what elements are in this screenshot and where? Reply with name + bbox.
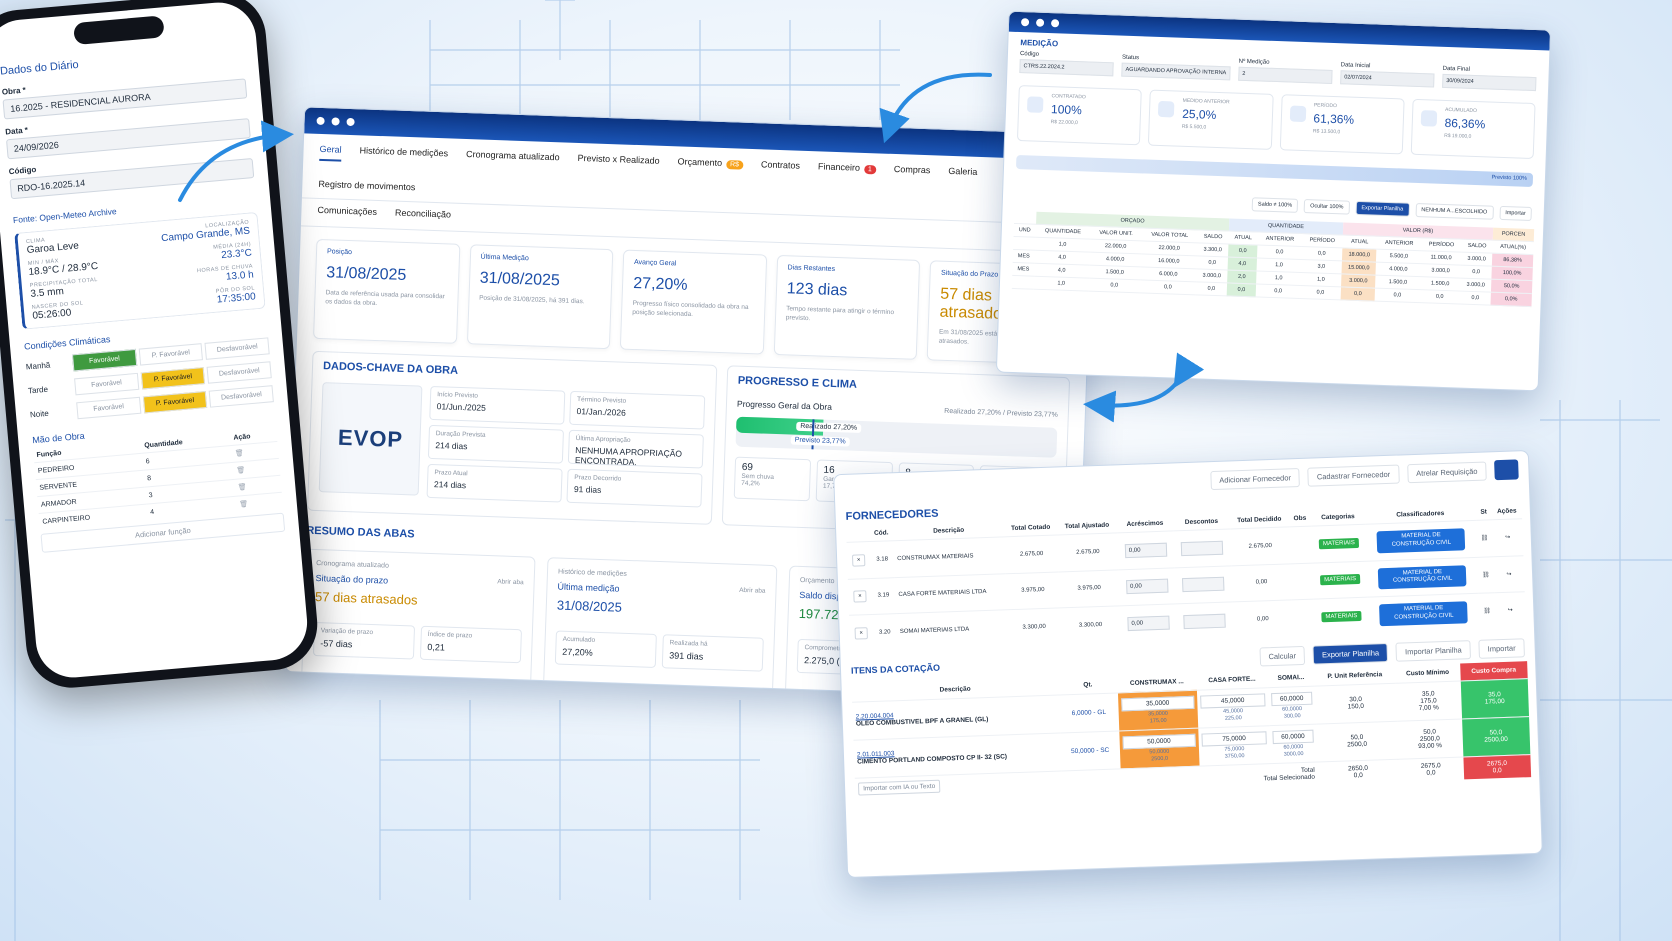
- page: Obra dashboard { "phone": { "title": "Da…: [0, 0, 1672, 941]
- arrows: [178, 72, 1205, 423]
- stage: Geral Histórico de medições Cronograma atu…: [0, 0, 1672, 941]
- body: Geral Histórico de medições Cronograma atu…: [0, 0, 1672, 941]
